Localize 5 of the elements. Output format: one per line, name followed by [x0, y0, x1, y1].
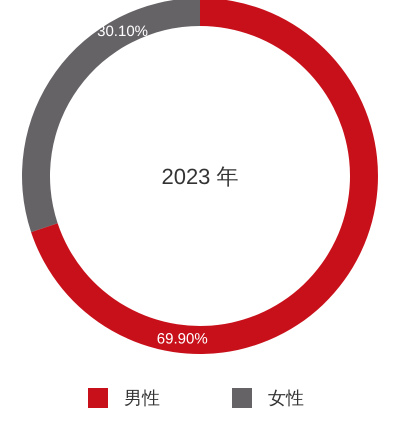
text: 2023 年 [161, 164, 239, 189]
data-label: 30.10% [97, 22, 148, 40]
data-label: 69.90% [156, 330, 208, 348]
legend-label: 女性 [268, 388, 304, 408]
legend-label: 男性 [124, 388, 160, 408]
